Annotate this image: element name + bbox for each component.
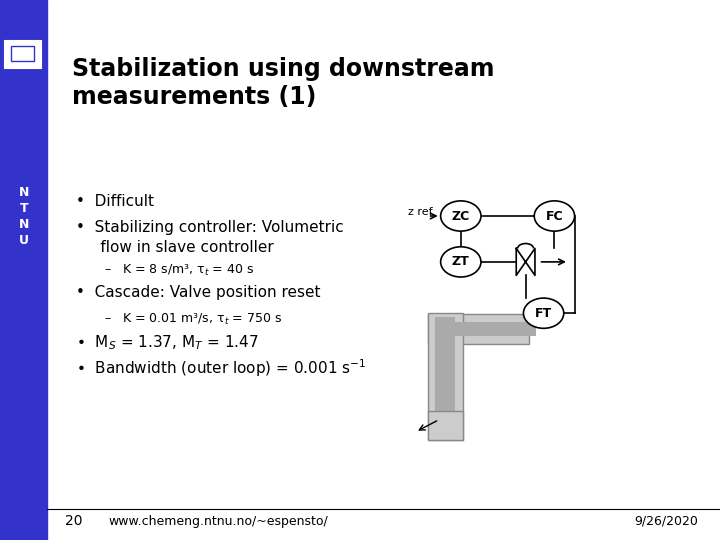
Text: –   K = 0.01 m³/s, τ$_t$ = 750 s: – K = 0.01 m³/s, τ$_t$ = 750 s xyxy=(104,312,282,327)
Circle shape xyxy=(441,201,481,231)
Text: FT: FT xyxy=(535,307,552,320)
FancyBboxPatch shape xyxy=(5,40,41,68)
Bar xyxy=(428,314,529,344)
Text: z ref: z ref xyxy=(408,207,433,217)
Circle shape xyxy=(523,298,564,328)
Text: •  Stabilizing controller: Volumetric
     flow in slave controller: • Stabilizing controller: Volumetric flo… xyxy=(76,220,343,254)
Bar xyxy=(428,411,463,440)
Bar xyxy=(428,313,463,440)
FancyBboxPatch shape xyxy=(11,46,34,61)
Text: N
T
N
U: N T N U xyxy=(19,186,29,246)
Text: •  Cascade: Valve position reset: • Cascade: Valve position reset xyxy=(76,285,320,300)
Text: •  Bandwidth (outer loop) = 0.001 s$^{-1}$: • Bandwidth (outer loop) = 0.001 s$^{-1}… xyxy=(76,357,366,379)
Text: –   K = 8 s/m³, τ$_t$ = 40 s: – K = 8 s/m³, τ$_t$ = 40 s xyxy=(104,263,255,278)
Bar xyxy=(435,317,455,440)
Text: •  M$_S$ = 1.37, M$_T$ = 1.47: • M$_S$ = 1.37, M$_T$ = 1.47 xyxy=(76,333,258,352)
Text: FC: FC xyxy=(546,210,563,222)
Text: 20: 20 xyxy=(65,514,82,528)
Circle shape xyxy=(534,201,575,231)
Text: www.chemeng.ntnu.no/~espensto/: www.chemeng.ntnu.no/~espensto/ xyxy=(108,515,328,528)
Text: ZC: ZC xyxy=(451,210,470,222)
Bar xyxy=(435,322,536,336)
Text: •  Difficult: • Difficult xyxy=(76,194,153,210)
Bar xyxy=(0,0,47,540)
Text: 9/26/2020: 9/26/2020 xyxy=(634,515,698,528)
Text: Stabilization using downstream
measurements (1): Stabilization using downstream measureme… xyxy=(72,57,495,110)
Text: ZT: ZT xyxy=(452,255,469,268)
Circle shape xyxy=(441,247,481,277)
